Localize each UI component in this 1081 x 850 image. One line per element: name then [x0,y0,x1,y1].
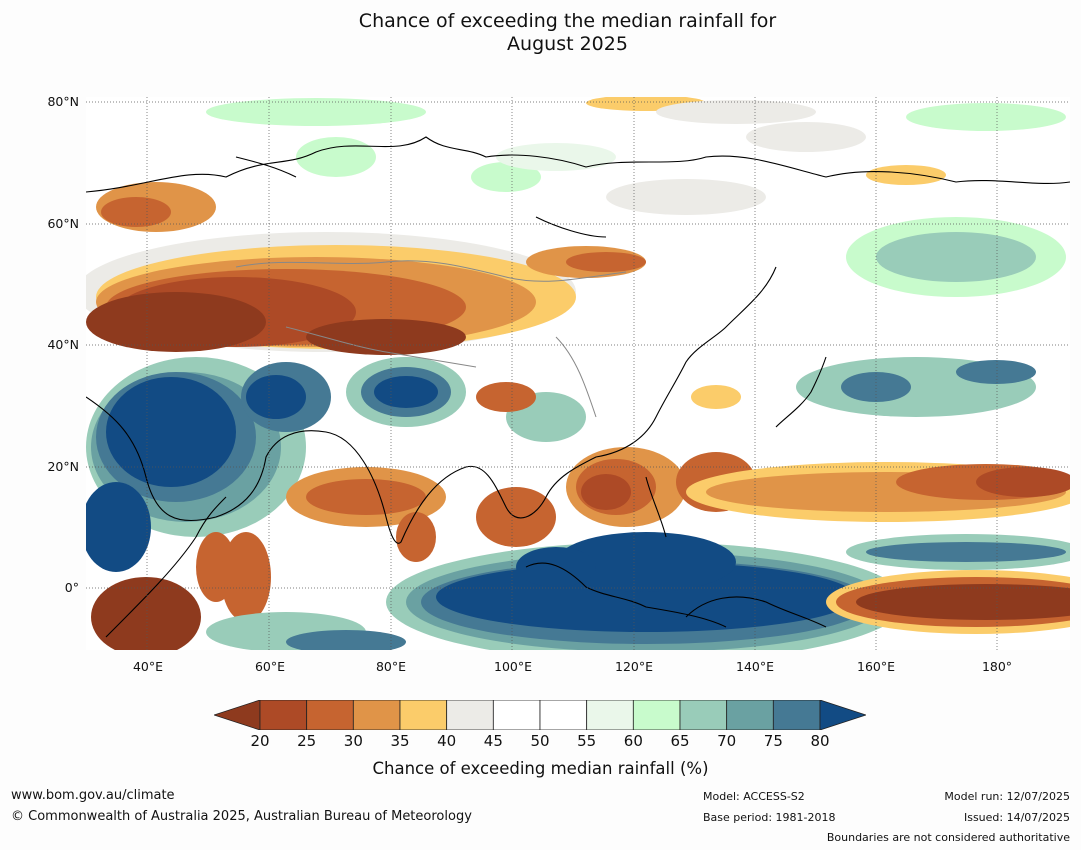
coastlines [86,136,1070,638]
colorbar-segment [726,699,774,731]
colorbar-label: Chance of exceeding median rainfall (%) [372,759,709,778]
colorbar-segment [306,699,354,731]
lon-label-140e: 140°E [735,659,775,674]
colorbar-tick-label: 60 [623,732,643,750]
arabia-wet-region [86,357,331,650]
footer-copyright: © Commonwealth of Australia 2025, Austra… [11,809,472,824]
colorbar-tick-label: 50 [530,732,550,750]
colorbar-tick-label: 75 [763,732,783,750]
colorbar-tick-label: 45 [483,732,503,750]
title-line-1: Chance of exceeding the median rainfall … [358,10,777,32]
lat-label-40n: 40°N [47,337,79,352]
tibet-wet-region [346,357,586,442]
equatorial-pacific-region [826,534,1070,634]
colorbar-tick-label: 35 [390,732,410,750]
colorbar-segment [446,699,494,731]
lat-label-60n: 60°N [47,216,79,231]
footer-disclaimer: Boundaries are not considered authoritat… [826,831,1070,844]
tropical-pacific-dry-band [686,462,1070,522]
colorbar [212,699,868,731]
arctic-patches [206,97,1066,215]
indian-ocean-dry-region [286,467,556,562]
colorbar-segment [679,699,728,731]
lat-label-0: 0° [64,580,79,595]
footer-issued: Issued: 14/07/2025 [963,811,1070,824]
colorbar-tick-label: 30 [343,732,363,750]
colorbar-svg [212,699,868,731]
colorbar-segment [539,699,588,731]
colorbar-segment [399,699,448,731]
footer-website-link[interactable]: www.bom.gov.au/climate [11,788,175,803]
footer-base-period: Base period: 1981-2018 [703,811,836,824]
map-svg [86,97,1070,650]
colorbar-tick-label: 65 [670,732,690,750]
rainfall-probability-map [86,97,1070,650]
colorbar-segment [586,699,634,731]
lon-label-80e: 80°E [375,659,407,674]
lat-label-80n: 80°N [47,94,79,109]
northwest-pacific-wet-region [691,217,1066,417]
colorbar-segment [632,699,681,731]
lon-label-180: 180° [981,659,1013,674]
footer-model: Model: ACCESS-S2 [703,790,805,803]
colorbar-extend-high [819,699,868,731]
country-borders [235,260,627,418]
colorbar-extend-low [212,699,261,731]
colorbar-tick-label: 70 [717,732,737,750]
title-line-2: August 2025 [507,33,628,55]
maritime-continent-wet-region [206,532,906,650]
lat-label-20n: 20°N [47,459,79,474]
colorbar-segment [492,699,541,731]
lon-label-40e: 40°E [132,659,164,674]
lon-label-160e: 160°E [856,659,896,674]
central-asia-dry-band [86,182,646,355]
graticule [86,97,1070,650]
lon-label-100e: 100°E [493,659,533,674]
colorbar-segment [772,699,821,731]
colorbar-tick-label: 25 [297,732,317,750]
colorbar-segment [259,699,308,731]
footer-model-run: Model run: 12/07/2025 [944,790,1070,803]
colorbar-tick-label: 80 [810,732,830,750]
colorbar-tick-label: 40 [437,732,457,750]
colorbar-tick-label: 55 [577,732,597,750]
colorbar-tick-label: 20 [250,732,270,750]
lon-label-60e: 60°E [254,659,286,674]
lon-label-120e: 120°E [614,659,654,674]
colorbar-segment [352,699,401,731]
map-title: Chance of exceeding the median rainfall … [0,10,1081,56]
